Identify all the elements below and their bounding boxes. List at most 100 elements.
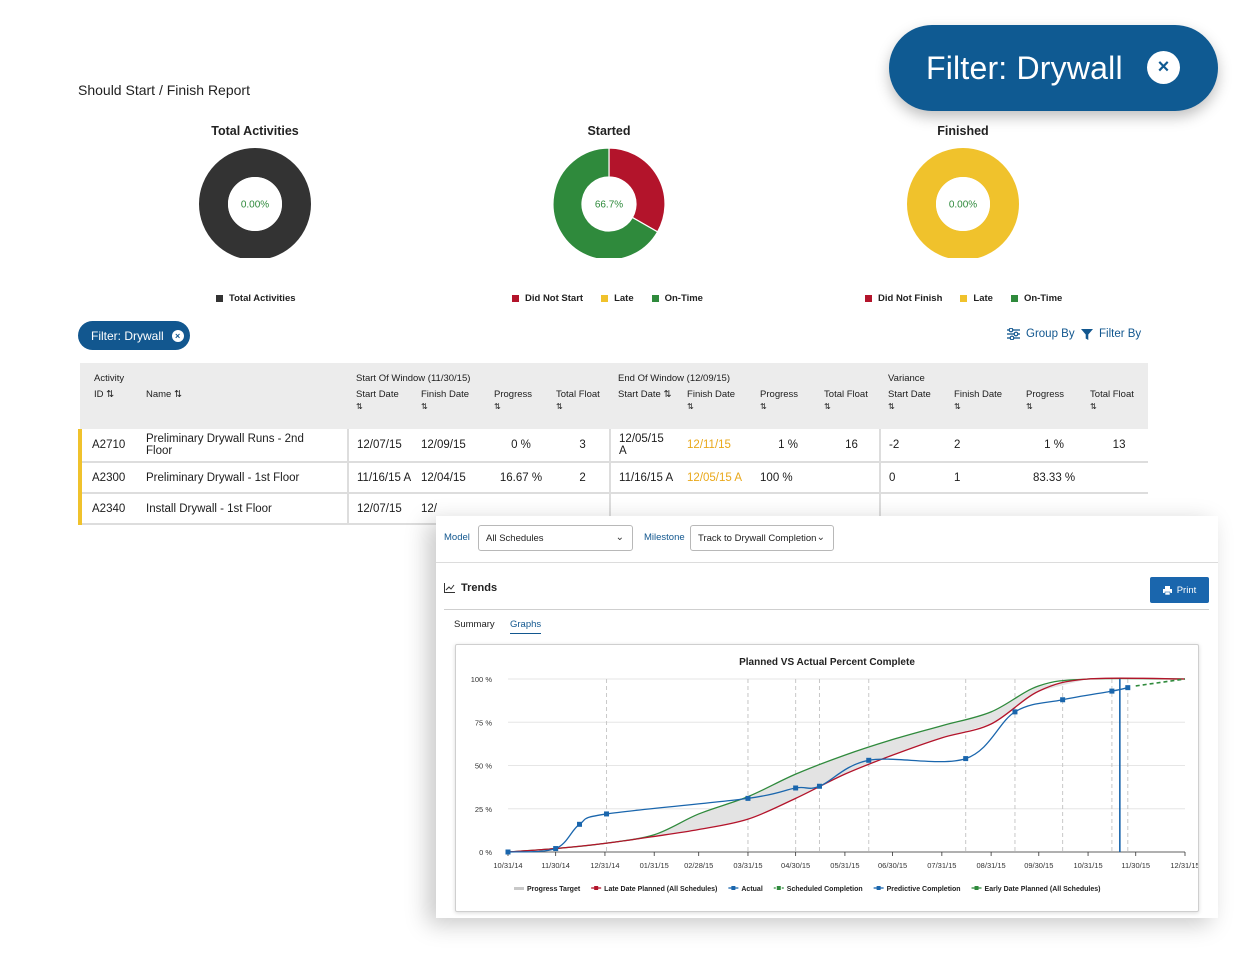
donut-slice	[199, 148, 311, 258]
model-select-value: All Schedules	[486, 532, 544, 544]
model-label: Model	[444, 532, 470, 543]
cell: 0 %	[486, 429, 548, 463]
donut-chart: 66.7%	[552, 147, 666, 258]
cell: 1 %	[752, 429, 817, 463]
column-header-finish-date[interactable]: Finish Date ⇅	[679, 385, 752, 429]
svg-text:Actual: Actual	[741, 886, 762, 893]
table-row[interactable]: A2300 Preliminary Drywall - 1st Floor 11…	[78, 462, 1149, 494]
cell: 12/09/15	[413, 429, 486, 463]
table-row[interactable]: A2710 Preliminary Drywall Runs - 2nd Flo…	[78, 429, 1149, 463]
donut-legend: Did Not Finish Late On-Time	[865, 293, 1062, 304]
chart-legend-item: Actual	[728, 886, 763, 893]
sort-icon[interactable]: ⇅	[556, 402, 563, 411]
legend-item: On-Time	[1010, 293, 1062, 304]
cell-id: A2710	[78, 429, 136, 463]
sort-icon[interactable]: ⇅	[824, 402, 831, 411]
sort-icon[interactable]: ⇅	[888, 402, 895, 411]
print-label: Print	[1176, 584, 1197, 596]
cell: 11/16/15 A	[347, 462, 413, 494]
cell: 12/05/15 A	[609, 429, 680, 463]
sort-icon[interactable]: ⇅	[106, 389, 115, 400]
column-header-total-float[interactable]: Total Float ⇅	[1082, 385, 1148, 429]
sort-icon[interactable]: ⇅	[663, 389, 672, 400]
filter-by-button[interactable]: Filter By	[1081, 328, 1141, 340]
x-tick-label: 09/30/15	[1024, 861, 1053, 870]
column-header-id[interactable]: ID ⇅	[94, 389, 115, 400]
sort-icon[interactable]: ⇅	[687, 402, 694, 411]
svg-text:Early Date Planned (All Schedu: Early Date Planned (All Schedules)	[985, 886, 1101, 893]
activities-table: Activity Start Of Window (11/30/15) End …	[78, 363, 1149, 525]
y-tick-label: 75 %	[475, 718, 492, 727]
trends-panel: Model All Schedules ⌄ Milestone Track to…	[436, 516, 1218, 918]
line-chart-icon	[444, 583, 455, 593]
filter-callout[interactable]: Filter: Drywall ×	[889, 25, 1218, 111]
chart-legend-item: Predictive Completion	[873, 886, 961, 893]
group-header: Activity	[94, 373, 125, 384]
cell-name: Install Drywall - 1st Floor	[136, 493, 348, 525]
column-header-progress[interactable]: Progress ⇅	[1018, 385, 1082, 429]
tab-graphs[interactable]: Graphs	[510, 619, 542, 634]
legend-item: Total Activities	[216, 293, 296, 304]
sort-icon[interactable]: ⇅	[356, 402, 363, 411]
svg-text:Progress Target: Progress Target	[527, 886, 581, 893]
column-header-start-date[interactable]: Start Date ⇅	[880, 385, 946, 429]
x-tick-label: 10/31/15	[1073, 861, 1102, 870]
actual-point	[745, 795, 751, 801]
column-header-start-date[interactable]: Start Date ⇅	[618, 389, 672, 400]
actual-point	[1012, 709, 1018, 715]
actual-point	[963, 756, 969, 762]
cell: 12/07/15	[347, 493, 413, 525]
sort-icon[interactable]: ⇅	[421, 402, 428, 411]
close-icon[interactable]: ×	[1147, 51, 1180, 84]
sliders-icon	[1007, 328, 1020, 340]
cell: 3	[548, 429, 611, 463]
cell: 12/07/15	[347, 429, 413, 463]
group-by-button[interactable]: Group By	[1007, 328, 1075, 340]
actual-point	[793, 785, 799, 791]
column-header-finish-date[interactable]: Finish Date ⇅	[413, 385, 486, 429]
donut-hole	[582, 177, 636, 231]
sort-icon[interactable]: ⇅	[954, 402, 961, 411]
divider	[436, 562, 1218, 563]
milestone-select[interactable]: Track to Drywall Completion ⌄	[690, 525, 834, 551]
y-tick-label: 0 %	[479, 848, 492, 857]
sort-icon[interactable]: ⇅	[173, 389, 182, 400]
column-header-total-float[interactable]: Total Float ⇅	[816, 385, 880, 429]
actual-point	[1109, 688, 1115, 694]
chart-legend-item: Progress Target	[514, 886, 581, 893]
cell: 16	[816, 429, 881, 463]
donut-started: Started 66.7%	[479, 124, 739, 258]
column-header-start-date[interactable]: Start Date ⇅	[348, 385, 413, 429]
cell: 2	[946, 429, 1019, 463]
print-button[interactable]: Print	[1150, 577, 1209, 603]
chevron-down-icon: ⌄	[615, 532, 624, 543]
column-header-progress[interactable]: Progress ⇅	[486, 385, 548, 429]
tab-summary[interactable]: Summary	[454, 619, 495, 630]
sort-icon[interactable]: ⇅	[1026, 402, 1033, 411]
donut-total-activities: Total Activities 0.00%	[125, 124, 385, 258]
legend-item: On-Time	[651, 293, 703, 304]
x-tick-label: 11/30/14	[541, 861, 570, 870]
column-header-finish-date[interactable]: Finish Date ⇅	[946, 385, 1018, 429]
column-header-name[interactable]: Name ⇅	[146, 389, 182, 400]
filter-by-label: Filter By	[1099, 328, 1142, 340]
legend-item: Did Not Start	[512, 293, 583, 304]
close-icon[interactable]: ×	[171, 329, 184, 342]
model-select[interactable]: All Schedules ⌄	[478, 525, 633, 551]
sort-icon[interactable]: ⇅	[1090, 402, 1097, 411]
actual-point	[553, 846, 559, 852]
cell: 12/04/15	[413, 462, 486, 494]
cell-id: A2300	[78, 462, 136, 494]
filter-chip[interactable]: Filter: Drywall ×	[78, 321, 190, 350]
chart-title: Planned VS Actual Percent Complete	[739, 657, 915, 668]
legend-item: Did Not Finish	[865, 293, 942, 304]
actual-point	[604, 811, 610, 817]
cell: 13	[1082, 429, 1149, 463]
y-tick-label: 25 %	[475, 805, 492, 814]
donut-center-label: 0.00%	[241, 200, 269, 211]
column-header-progress[interactable]: Progress ⇅	[752, 385, 816, 429]
sort-icon[interactable]: ⇅	[760, 402, 767, 411]
sort-icon[interactable]: ⇅	[494, 402, 501, 411]
donut-hole	[936, 177, 990, 231]
column-header-total-float[interactable]: Total Float ⇅	[548, 385, 610, 429]
